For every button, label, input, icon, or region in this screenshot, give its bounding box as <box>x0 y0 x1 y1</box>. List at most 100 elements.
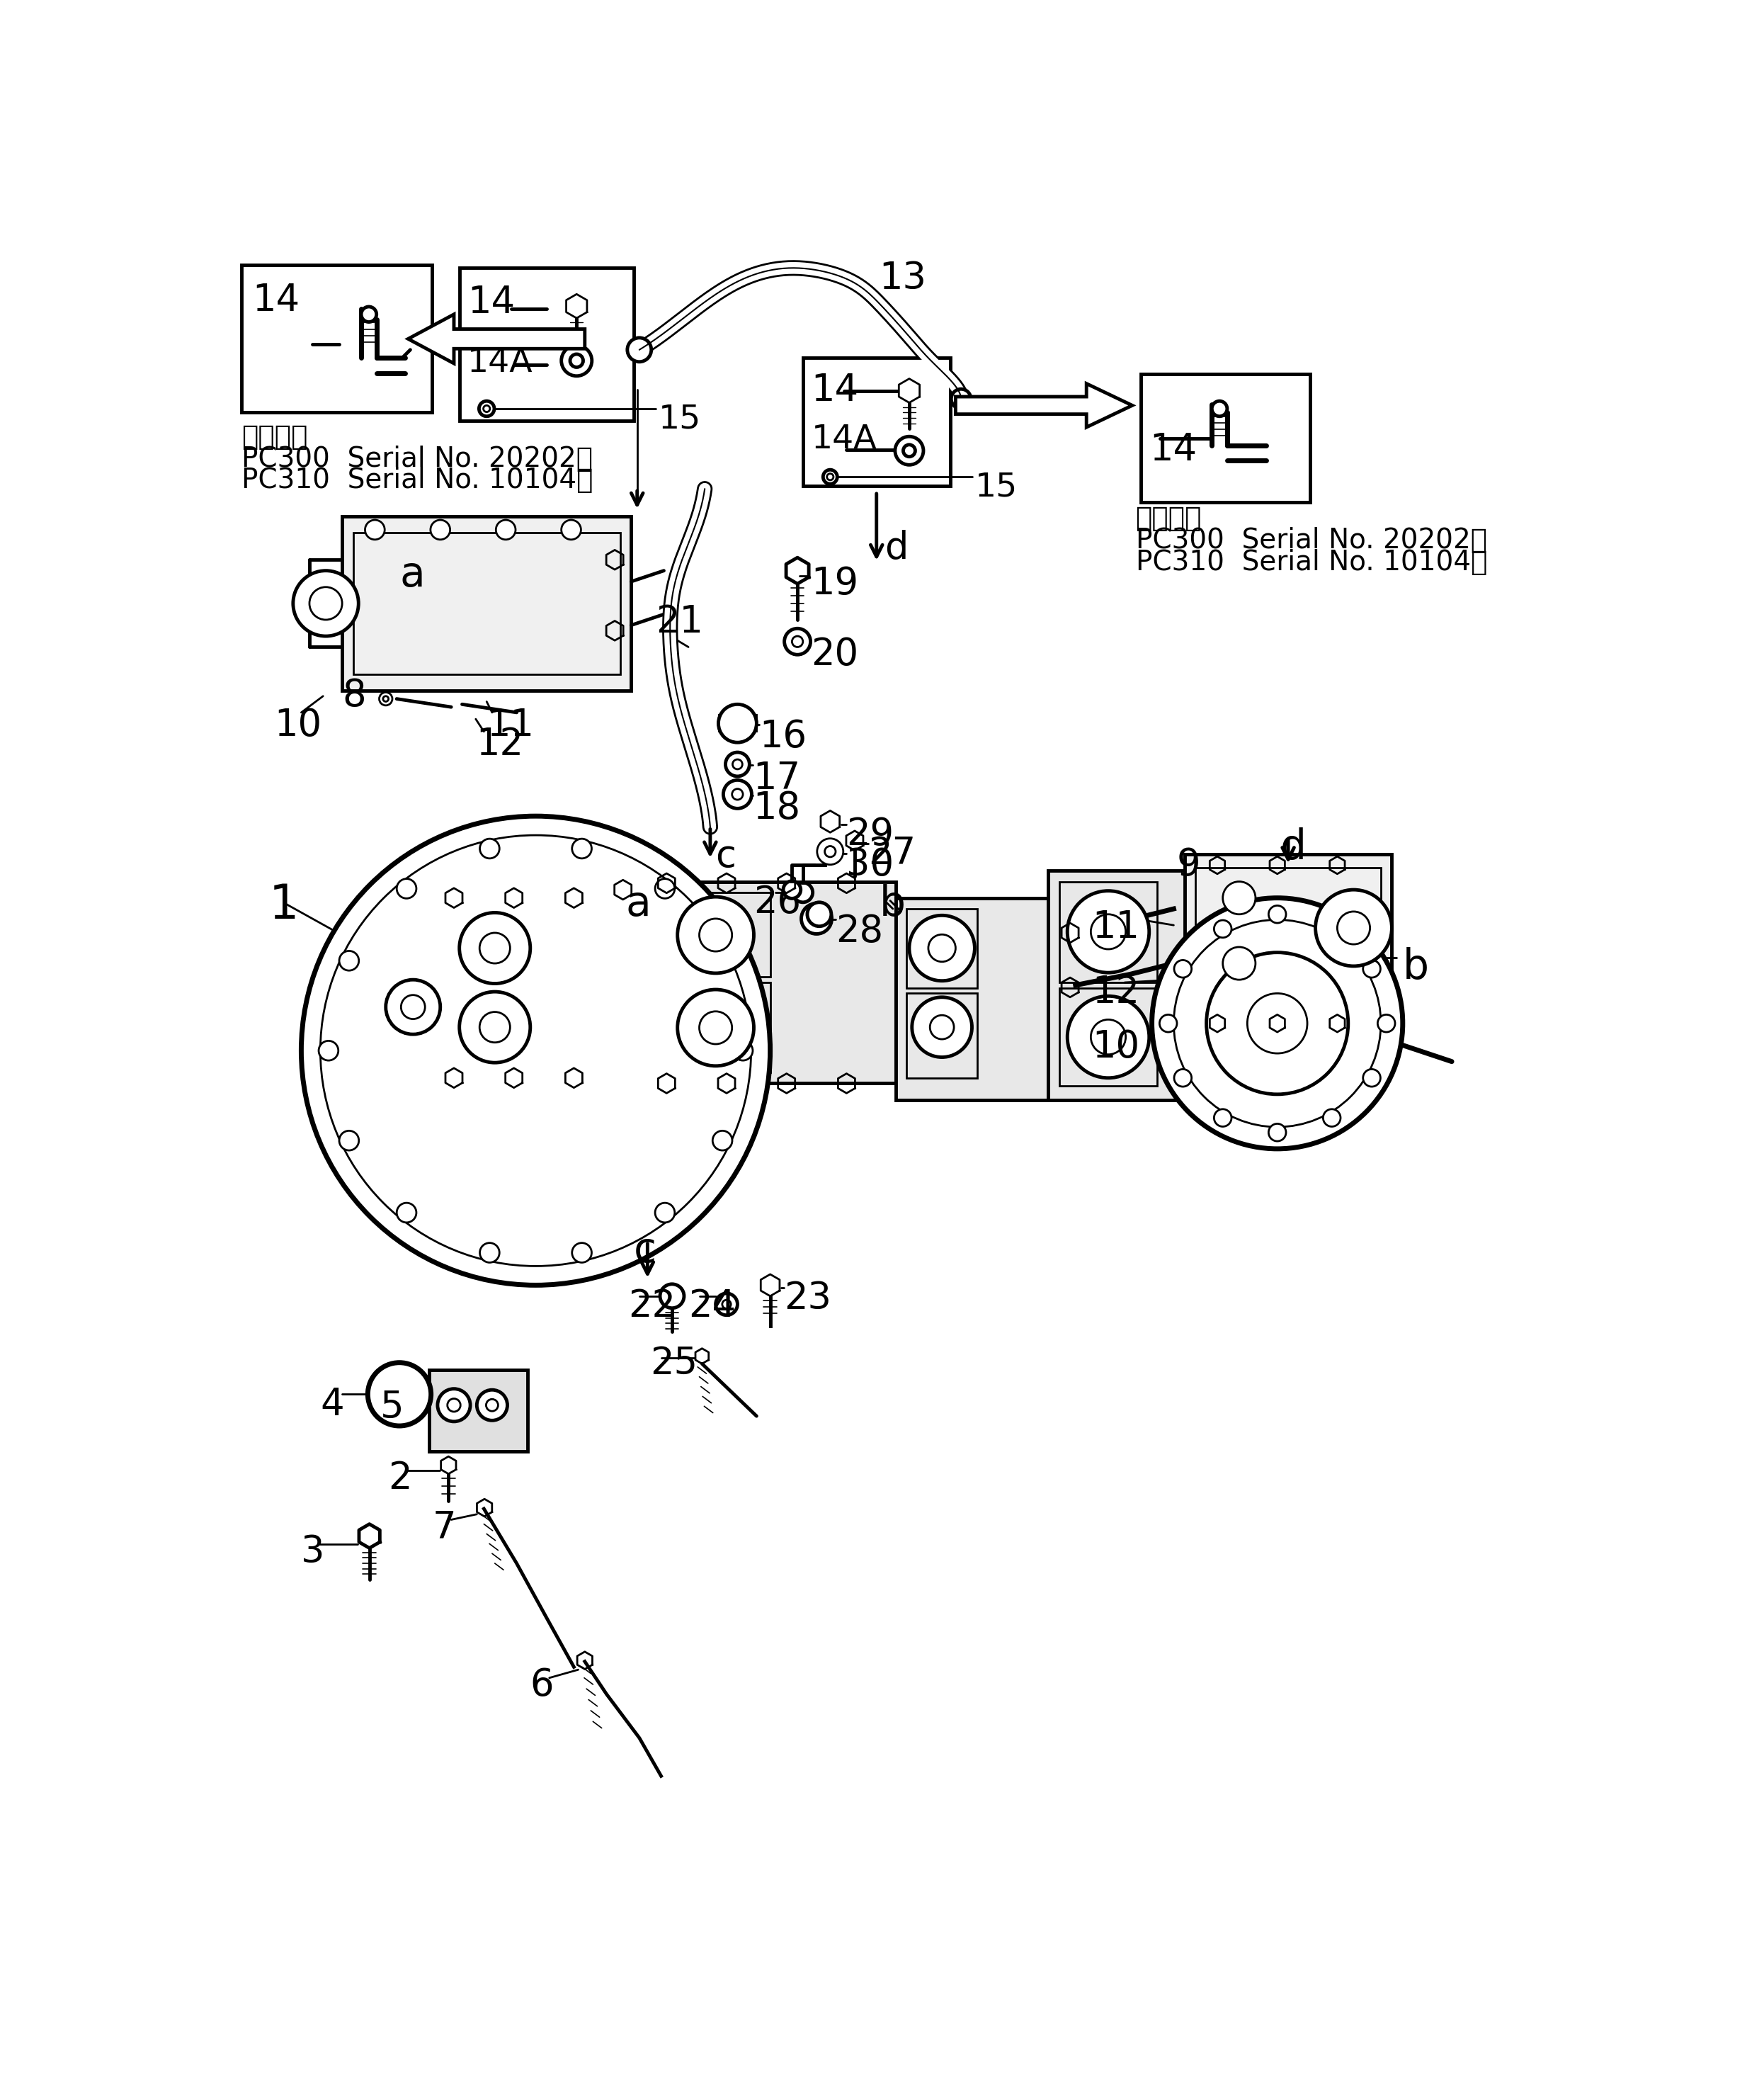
Text: 5: 5 <box>381 1390 404 1425</box>
Circle shape <box>1175 960 1191 977</box>
Bar <box>1048 871 1267 1099</box>
Circle shape <box>894 436 923 465</box>
Circle shape <box>912 998 972 1058</box>
Circle shape <box>732 759 743 769</box>
Circle shape <box>721 1300 730 1309</box>
FancyArrow shape <box>956 384 1132 427</box>
Circle shape <box>725 753 750 776</box>
Text: 22: 22 <box>628 1288 676 1325</box>
Bar <box>459 268 633 421</box>
Text: 適用号機: 適用号機 <box>1136 506 1201 533</box>
Text: 21: 21 <box>656 604 704 641</box>
Circle shape <box>1067 892 1148 973</box>
Circle shape <box>309 587 342 620</box>
Text: 12: 12 <box>476 726 524 763</box>
Bar <box>803 359 951 485</box>
Text: 15: 15 <box>975 471 1018 504</box>
Circle shape <box>1337 913 1371 944</box>
Text: c: c <box>716 838 736 875</box>
Bar <box>662 983 771 1072</box>
Circle shape <box>561 346 593 375</box>
Text: 25: 25 <box>651 1346 699 1381</box>
Circle shape <box>400 996 425 1018</box>
Circle shape <box>1214 921 1231 937</box>
Circle shape <box>677 989 753 1066</box>
Circle shape <box>459 913 531 983</box>
Circle shape <box>430 521 450 539</box>
Text: 適用号機: 適用号機 <box>242 423 307 450</box>
Text: a: a <box>399 554 425 595</box>
Bar <box>907 993 977 1078</box>
Bar <box>1058 987 1157 1087</box>
Circle shape <box>792 637 803 647</box>
Text: c: c <box>633 1230 656 1271</box>
Circle shape <box>339 1130 358 1151</box>
Circle shape <box>716 1294 737 1315</box>
Text: 14A: 14A <box>467 346 533 380</box>
Circle shape <box>302 815 771 1286</box>
Bar <box>342 516 632 691</box>
Circle shape <box>561 521 580 539</box>
Circle shape <box>723 780 751 809</box>
Circle shape <box>801 904 833 933</box>
Bar <box>651 881 896 1083</box>
Circle shape <box>367 1363 430 1427</box>
Circle shape <box>1159 1014 1177 1033</box>
Circle shape <box>1222 881 1256 915</box>
Circle shape <box>1316 890 1392 966</box>
Text: 10: 10 <box>273 707 321 745</box>
Text: 23: 23 <box>783 1280 831 1317</box>
Text: 26: 26 <box>753 884 801 921</box>
Text: 7: 7 <box>432 1508 455 1545</box>
Circle shape <box>1222 948 1256 979</box>
Bar <box>1141 373 1311 502</box>
Circle shape <box>677 896 753 973</box>
Text: 8: 8 <box>342 676 365 713</box>
Circle shape <box>321 836 751 1265</box>
Circle shape <box>480 838 499 859</box>
Circle shape <box>908 915 975 981</box>
Bar <box>907 908 977 987</box>
Circle shape <box>1268 906 1286 923</box>
Circle shape <box>397 1203 416 1222</box>
Text: 4: 4 <box>321 1385 344 1423</box>
Circle shape <box>928 935 956 962</box>
Circle shape <box>1090 915 1125 950</box>
Text: 11: 11 <box>487 707 534 745</box>
Circle shape <box>293 570 358 637</box>
Circle shape <box>1378 1014 1395 1033</box>
Text: 14A: 14A <box>811 423 877 456</box>
Bar <box>720 716 755 730</box>
Text: 1: 1 <box>268 881 298 929</box>
Circle shape <box>570 355 584 367</box>
Bar <box>353 533 621 674</box>
Circle shape <box>480 933 510 964</box>
Circle shape <box>1067 996 1148 1078</box>
Text: 2: 2 <box>388 1460 413 1497</box>
Circle shape <box>480 1012 510 1043</box>
Circle shape <box>483 404 490 413</box>
Text: 14: 14 <box>1148 431 1196 469</box>
FancyArrow shape <box>407 315 586 363</box>
Text: 29: 29 <box>847 815 894 852</box>
Circle shape <box>699 919 732 952</box>
Circle shape <box>930 1014 954 1039</box>
Text: 11: 11 <box>1092 908 1140 946</box>
Bar <box>242 265 432 413</box>
Circle shape <box>1268 1124 1286 1141</box>
Circle shape <box>1247 993 1307 1054</box>
Text: 10: 10 <box>1092 1029 1140 1066</box>
Circle shape <box>319 1041 339 1060</box>
Text: 14: 14 <box>467 284 515 321</box>
Circle shape <box>794 884 813 902</box>
Circle shape <box>951 390 970 409</box>
Text: 30: 30 <box>847 846 894 884</box>
Circle shape <box>572 1242 591 1263</box>
Bar <box>896 898 1048 1099</box>
Circle shape <box>1090 1020 1125 1054</box>
Circle shape <box>339 950 358 971</box>
Circle shape <box>817 838 843 865</box>
Circle shape <box>487 1400 497 1410</box>
Circle shape <box>808 902 831 927</box>
Circle shape <box>1323 921 1341 937</box>
